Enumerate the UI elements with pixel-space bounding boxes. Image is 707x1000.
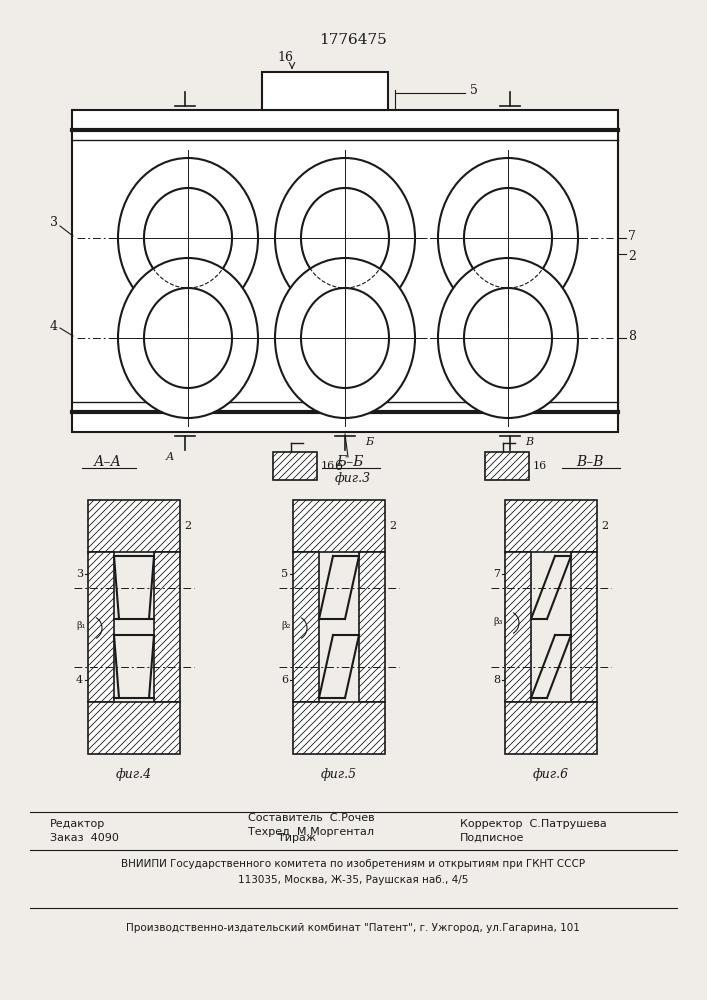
Text: Б–Б: Б–Б bbox=[337, 455, 363, 469]
Text: Заказ  4090: Заказ 4090 bbox=[50, 833, 119, 843]
Text: Техред  М.Моргентал: Техред М.Моргентал bbox=[248, 827, 374, 837]
Text: фиг.5: фиг.5 bbox=[321, 768, 357, 781]
Ellipse shape bbox=[438, 158, 578, 318]
Text: 8: 8 bbox=[493, 675, 500, 685]
Text: 7: 7 bbox=[493, 569, 500, 579]
Ellipse shape bbox=[144, 188, 232, 288]
Text: ВНИИПИ Государственного комитета по изобретениям и открытиям при ГКНТ СССР: ВНИИПИ Государственного комитета по изоб… bbox=[121, 859, 585, 869]
Bar bbox=[571, 552, 597, 702]
Text: 4: 4 bbox=[76, 675, 83, 685]
Text: А–А: А–А bbox=[94, 455, 122, 469]
Bar bbox=[485, 452, 529, 480]
Text: 3: 3 bbox=[76, 569, 83, 579]
Ellipse shape bbox=[144, 288, 232, 388]
Text: Корректор  С.Патрушева: Корректор С.Патрушева bbox=[460, 819, 607, 829]
Text: 2: 2 bbox=[601, 521, 608, 531]
Ellipse shape bbox=[275, 258, 415, 418]
Text: фиг.6: фиг.6 bbox=[533, 768, 569, 781]
Ellipse shape bbox=[118, 158, 258, 318]
Text: 6: 6 bbox=[281, 675, 288, 685]
Text: Тираж: Тираж bbox=[278, 833, 316, 843]
Bar bbox=[293, 500, 385, 552]
Bar bbox=[262, 72, 388, 110]
Text: В–В: В–В bbox=[576, 455, 604, 469]
Text: 16: 16 bbox=[533, 461, 547, 471]
Bar bbox=[359, 552, 385, 702]
Ellipse shape bbox=[438, 258, 578, 418]
Text: фиг.3: фиг.3 bbox=[335, 472, 371, 485]
Text: 113035, Москва, Ж-35, Раушская наб., 4/5: 113035, Москва, Ж-35, Раушская наб., 4/5 bbox=[238, 875, 468, 885]
Text: β₃: β₃ bbox=[493, 616, 503, 626]
Bar bbox=[293, 702, 385, 754]
Bar bbox=[293, 552, 319, 702]
Bar bbox=[88, 552, 114, 702]
Text: фиг.4: фиг.4 bbox=[116, 768, 152, 781]
Ellipse shape bbox=[275, 158, 415, 318]
Text: Подписное: Подписное bbox=[460, 833, 525, 843]
Text: β₂: β₂ bbox=[281, 621, 291, 631]
Text: Составитель  С.Рочев: Составитель С.Рочев bbox=[248, 813, 375, 823]
Text: 16: 16 bbox=[321, 461, 335, 471]
Text: 7: 7 bbox=[628, 230, 636, 242]
Ellipse shape bbox=[464, 288, 552, 388]
Text: Производственно-издательский комбинат "Патент", г. Ужгород, ул.Гагарина, 101: Производственно-издательский комбинат "П… bbox=[126, 923, 580, 933]
Bar bbox=[505, 500, 597, 552]
Text: 16: 16 bbox=[277, 51, 293, 64]
Ellipse shape bbox=[301, 288, 389, 388]
Text: 2: 2 bbox=[389, 521, 396, 531]
Bar bbox=[72, 110, 618, 432]
Text: 6: 6 bbox=[334, 460, 342, 473]
Text: 3: 3 bbox=[50, 217, 58, 230]
Text: β₁: β₁ bbox=[76, 621, 86, 631]
Text: В: В bbox=[525, 437, 533, 447]
Text: 4: 4 bbox=[50, 320, 58, 332]
Bar bbox=[88, 500, 180, 552]
Bar bbox=[505, 552, 531, 702]
Text: 2: 2 bbox=[184, 521, 191, 531]
Ellipse shape bbox=[301, 188, 389, 288]
Ellipse shape bbox=[464, 188, 552, 288]
Text: Редактор: Редактор bbox=[50, 819, 105, 829]
Text: 1776475: 1776475 bbox=[319, 33, 387, 47]
Text: 5: 5 bbox=[281, 569, 288, 579]
Bar bbox=[154, 552, 180, 702]
Text: 5: 5 bbox=[470, 84, 478, 97]
Text: Б: Б bbox=[365, 437, 373, 447]
Bar bbox=[88, 702, 180, 754]
Bar bbox=[505, 702, 597, 754]
Text: А: А bbox=[166, 452, 174, 462]
Bar bbox=[273, 452, 317, 480]
Text: 2: 2 bbox=[628, 250, 636, 263]
Text: 8: 8 bbox=[628, 330, 636, 342]
Ellipse shape bbox=[118, 258, 258, 418]
